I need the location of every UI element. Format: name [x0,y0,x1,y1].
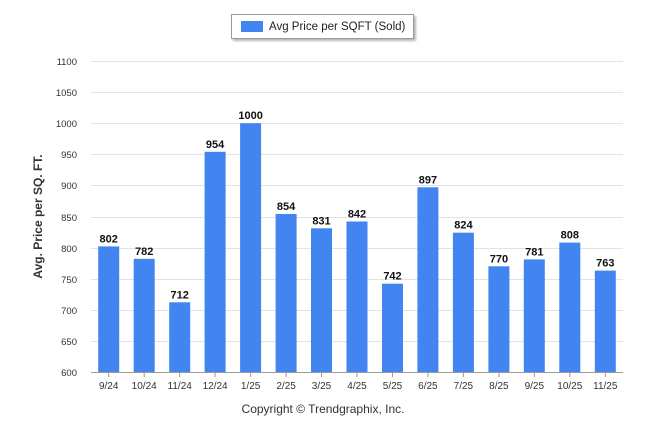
y-tick-label: 700 [61,306,77,317]
legend-swatch [241,21,263,32]
bar-value-label: 742 [383,271,401,283]
legend: Avg Price per SQFT (Sold) [231,14,414,39]
bar [169,302,191,372]
x-tick-label: 10/25 [557,381,582,392]
x-tick-label: 9/25 [525,381,545,392]
bar-value-label: 854 [277,201,296,213]
bar-value-label: 802 [100,233,118,245]
x-tick-label: 5/25 [383,381,403,392]
y-tick-label: 1100 [57,57,77,68]
bar-value-label: 831 [312,215,330,227]
x-axis-ticks: 9/24 10/24 11/24 12/24 1/25 2/25 3/25 4/25 5/25 6… [99,372,618,392]
y-tick-label: 850 [61,213,77,224]
bar [133,258,155,372]
bar [559,242,581,372]
legend-label: Avg Price per SQFT (Sold) [269,20,406,33]
x-tick-label: 6/25 [418,381,438,392]
x-tick-label: 1/25 [241,381,261,392]
copyright-text: Copyright © Trendgraphix, Inc. [241,402,405,416]
bar-value-label: 842 [348,209,366,221]
bar [275,214,297,372]
bar [452,232,474,372]
x-tick-label: 2/25 [276,381,296,392]
y-axis-ticks: 600 650 700 750 800 850 900 950 1000 1050 1100 [56,57,77,379]
bar [98,246,120,372]
bar-value-label: 954 [206,139,225,151]
bar-series [98,123,616,372]
x-tick-label: 9/24 [99,381,119,392]
bar-value-label: 782 [135,246,153,258]
bar [382,283,403,372]
bar [204,151,226,372]
bar [523,259,545,372]
y-tick-label: 750 [61,275,77,286]
bar-value-label: 1000 [238,110,262,122]
y-tick-label: 900 [61,181,77,192]
x-tick-label: 10/24 [132,381,157,392]
bar-value-label: 897 [419,174,437,186]
y-tick-label: 1000 [56,119,77,130]
bar [346,221,368,372]
y-tick-label: 650 [61,337,77,348]
y-tick-label: 1050 [56,88,77,99]
y-tick-label: 950 [61,150,77,161]
x-tick-label: 7/25 [454,381,474,392]
bar-value-label: 808 [561,230,579,242]
bar-value-label: 712 [171,289,189,301]
bar [311,228,332,372]
bar-value-label: 770 [490,253,508,265]
x-tick-label: 8/25 [489,381,509,392]
bar [417,187,439,372]
y-tick-label: 800 [61,244,77,255]
bar [488,266,510,372]
bar-value-label: 763 [596,258,614,270]
bar-value-label: 824 [454,220,473,232]
bar [240,123,262,372]
data-labels: 802 782 712 954 1000 854 831 842 742 897 824 770 781… [100,110,615,301]
bar-value-label: 781 [525,246,543,258]
bar [594,270,616,372]
x-tick-label: 3/25 [312,381,332,392]
x-tick-label: 12/24 [203,381,228,392]
x-tick-label: 4/25 [347,381,367,392]
y-tick-label: 600 [61,368,77,379]
x-tick-label: 11/24 [168,381,193,392]
x-tick-label: 11/25 [593,381,618,392]
y-axis-label: Avg. Price per SQ. FT. [31,154,45,278]
